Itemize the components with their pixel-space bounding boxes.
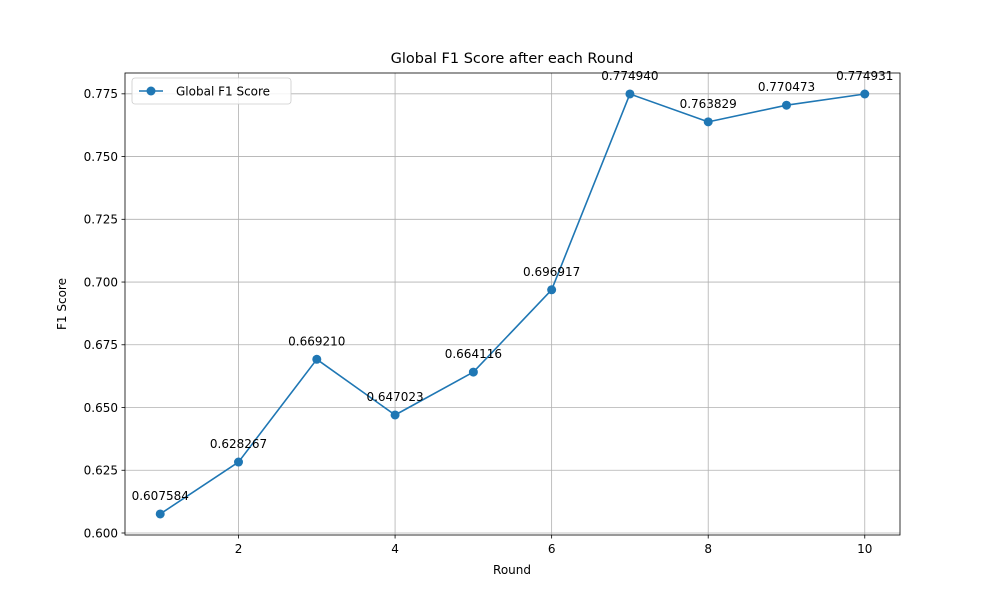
y-tick-label: 0.700: [84, 275, 118, 289]
data-label: 0.763829: [680, 97, 737, 111]
data-label: 0.669210: [288, 334, 345, 348]
y-tick-label: 0.675: [84, 338, 118, 352]
data-point: [155, 509, 165, 519]
series-line: [159, 93, 865, 515]
data-label: 0.647023: [366, 390, 423, 404]
y-tick-label: 0.750: [84, 150, 118, 164]
legend: Global F1 Score: [131, 77, 292, 105]
legend-box: [131, 77, 292, 105]
legend-label: Global F1 Score: [176, 85, 270, 99]
data-point: [234, 457, 244, 467]
y-tick-label: 0.625: [84, 464, 118, 478]
data-label: 0.774931: [836, 69, 893, 83]
x-tick-label: 4: [391, 542, 399, 556]
data-label: 0.628267: [210, 437, 267, 451]
y-tick-label: 0.650: [84, 401, 118, 415]
series-layer: [155, 89, 870, 519]
y-axis-ticks: 0.600 0.625 0.650 0.675 0.700 0.725 0.750 0.775: [84, 87, 125, 540]
data-point: [625, 89, 635, 99]
data-point: [547, 285, 557, 295]
y-tick-label: 0.725: [84, 213, 118, 227]
plot-area-frame: [124, 72, 901, 536]
data-point: [781, 100, 791, 110]
y-tick-label: 0.775: [84, 87, 118, 101]
chart-title: Global F1 Score after each Round: [391, 51, 634, 67]
data-point: [468, 367, 478, 377]
data-label: 0.696917: [523, 265, 580, 279]
data-point: [860, 89, 870, 99]
data-point: [312, 354, 322, 364]
data-labels: 0.607584 0.628267 0.669210 0.647023 0.664116…: [132, 69, 894, 503]
x-tick-label: 6: [548, 542, 556, 556]
data-label: 0.770473: [758, 80, 815, 94]
grid-lines: [125, 73, 900, 535]
x-axis-ticks: 2 4 6 8 10: [235, 535, 872, 556]
x-axis-title: Round: [493, 563, 531, 577]
data-label: 0.664116: [445, 347, 502, 361]
x-tick-label: 10: [857, 542, 872, 556]
y-tick-label: 0.600: [84, 526, 118, 540]
y-axis-title: F1 Score: [55, 278, 69, 330]
x-tick-label: 2: [235, 542, 243, 556]
data-point: [703, 117, 713, 127]
x-tick-label: 8: [704, 542, 712, 556]
data-point: [390, 410, 400, 420]
data-label: 0.774940: [601, 69, 658, 83]
legend-marker-swatch: [146, 86, 156, 96]
data-label: 0.607584: [132, 489, 189, 503]
